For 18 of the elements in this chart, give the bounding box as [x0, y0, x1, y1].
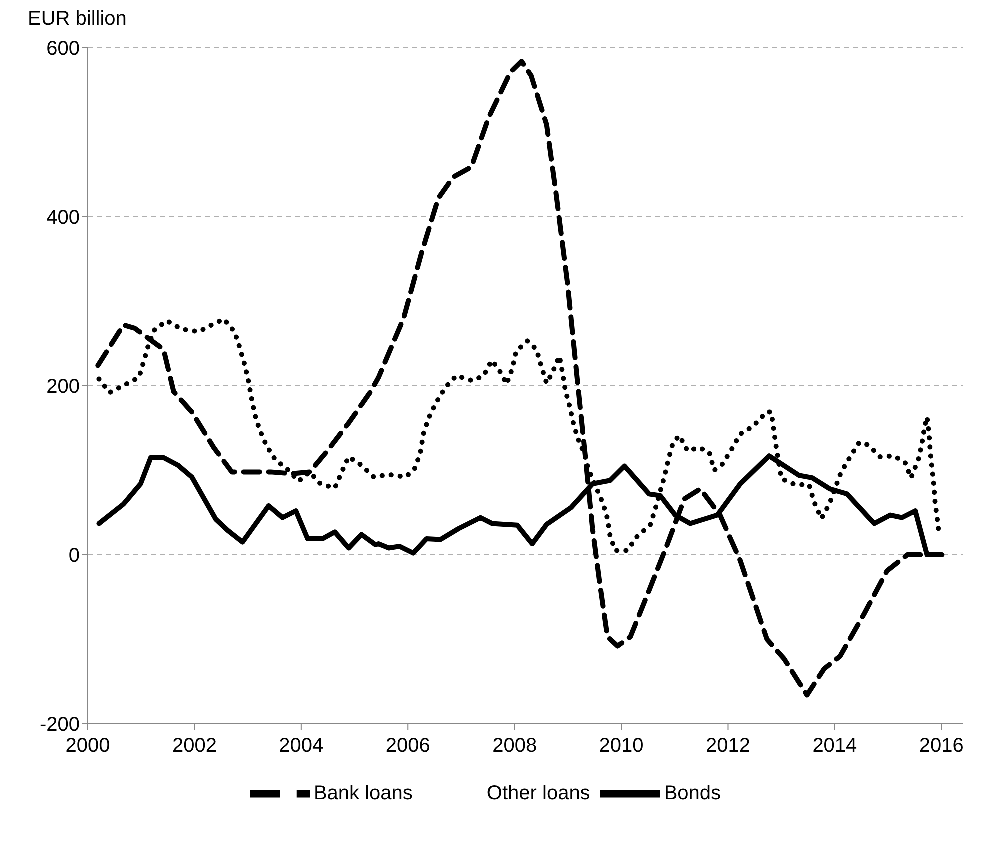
y-tick-label: 400	[46, 207, 80, 230]
x-tick-label: 2014	[812, 735, 858, 758]
x-tick-label: 2004	[279, 735, 324, 758]
legend-label: Bank loans	[314, 782, 413, 804]
y-tick-label: 600	[46, 38, 80, 60]
y-tick-label: -200	[40, 714, 80, 736]
x-tick-label: 2002	[172, 735, 217, 758]
x-tick-label: 2016	[919, 735, 964, 758]
y-tick-label: 0	[68, 545, 80, 568]
legend-label: Bonds	[664, 782, 722, 804]
y-axis-title: EUR billion	[28, 8, 128, 32]
x-tick-label: 2010	[599, 735, 644, 758]
y-tick-label: 200	[46, 376, 80, 398]
x-tick-label: 2000	[66, 735, 110, 758]
x-tick-label: 2006	[386, 735, 430, 758]
x-tick-label: 2008	[492, 735, 538, 758]
x-tick-label: 2012	[706, 735, 750, 758]
legend-label: Other loans	[486, 782, 590, 804]
